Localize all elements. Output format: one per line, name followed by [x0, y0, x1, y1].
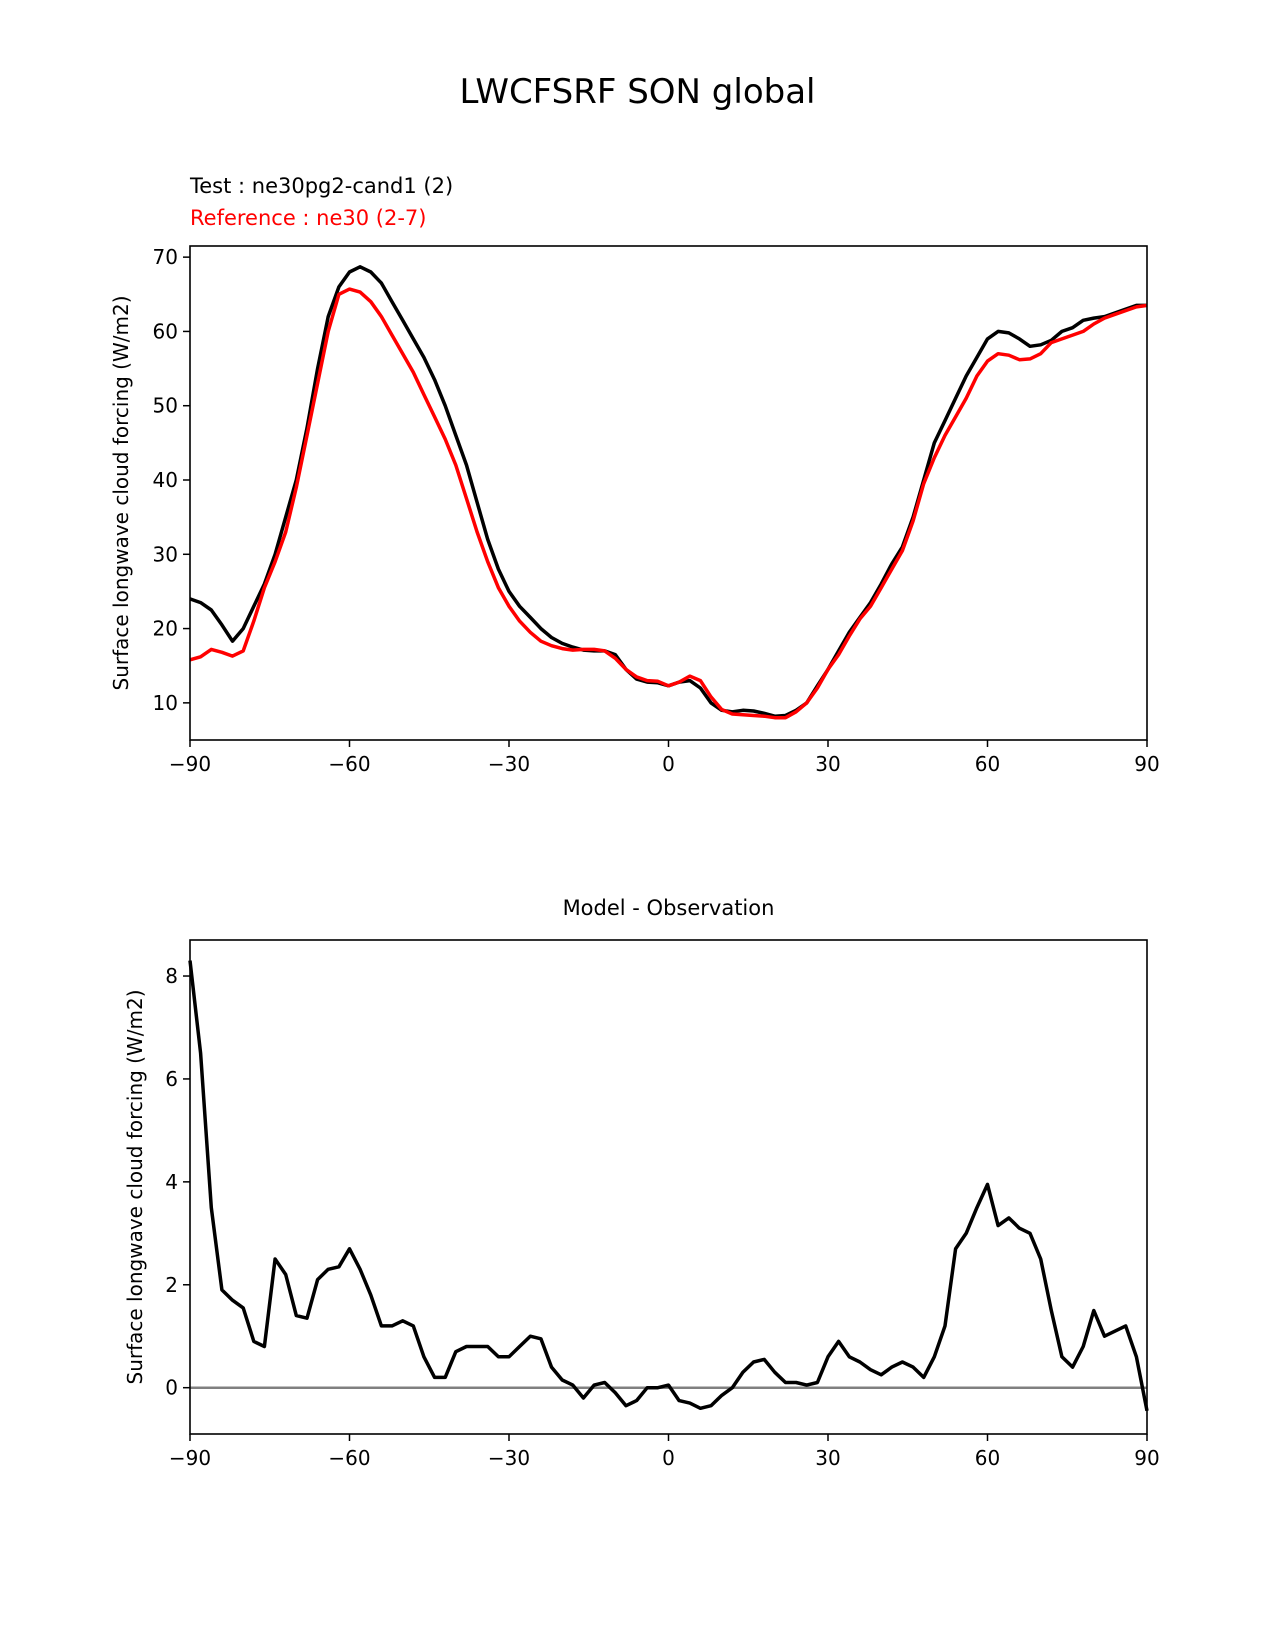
- plot-frame: [189, 939, 1148, 1435]
- x-tick-label: −30: [488, 752, 530, 776]
- x-tick-label: 60: [975, 752, 1000, 776]
- y-tick-label: 50: [153, 394, 178, 418]
- x-tick-label: 30: [815, 1446, 840, 1470]
- x-tick-label: 60: [975, 1446, 1000, 1470]
- test-label: Test : ne30pg2-cand1 (2): [190, 174, 454, 198]
- x-tick-label: −60: [328, 1446, 370, 1470]
- y-tick-label: 0: [165, 1376, 178, 1400]
- test-series-line: [189, 265, 1147, 718]
- x-tick-label: 0: [662, 1446, 675, 1470]
- y-tick-label: 2: [165, 1273, 178, 1297]
- y-tick-label: 30: [153, 542, 178, 566]
- x-tick-label: 30: [815, 752, 840, 776]
- x-tick-label: 0: [662, 752, 675, 776]
- reference-series-line: [189, 287, 1148, 720]
- y-tick-label: 40: [153, 468, 178, 492]
- y-axis-label: Surface longwave cloud forcing (W/m2): [123, 989, 147, 1384]
- x-tick-label: 90: [1134, 1446, 1159, 1470]
- figure-title: LWCFSRF SON global: [459, 72, 816, 112]
- reference-label: Reference : ne30 (2-7): [190, 206, 427, 230]
- x-tick-label: 90: [1134, 752, 1159, 776]
- x-tick-label: −90: [169, 752, 211, 776]
- y-tick-label: 4: [165, 1170, 178, 1194]
- difference-series-line: [188, 960, 1149, 1412]
- y-tick-label: 10: [153, 691, 178, 715]
- x-tick-label: −60: [328, 752, 370, 776]
- x-tick-label: −30: [488, 1446, 530, 1470]
- difference-plot-title: Model - Observation: [562, 896, 775, 920]
- x-tick-label: −90: [169, 1446, 211, 1470]
- plot-frame: [189, 245, 1148, 741]
- y-axis-label: Surface longwave cloud forcing (W/m2): [109, 295, 133, 690]
- y-tick-label: 8: [165, 964, 178, 988]
- y-tick-label: 60: [153, 319, 178, 343]
- y-tick-label: 6: [165, 1067, 178, 1091]
- y-tick-label: 20: [153, 617, 178, 641]
- y-tick-label: 70: [153, 245, 178, 269]
